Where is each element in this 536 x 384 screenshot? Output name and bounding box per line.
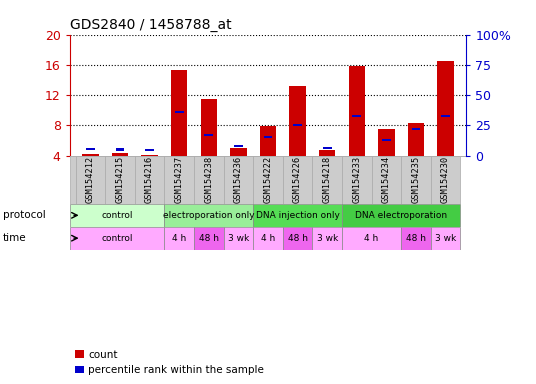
Bar — [204, 134, 213, 136]
Bar — [293, 124, 302, 126]
Bar — [200, 99, 217, 156]
Text: GSM154226: GSM154226 — [293, 156, 302, 204]
Bar — [105, 156, 135, 204]
Bar — [142, 155, 158, 156]
Bar — [165, 156, 194, 204]
Bar — [437, 61, 454, 156]
Bar — [342, 156, 371, 204]
Bar — [70, 227, 165, 250]
Bar — [352, 114, 361, 117]
Bar — [253, 156, 283, 204]
Text: DNA injection only: DNA injection only — [256, 211, 339, 220]
Bar — [171, 70, 188, 156]
Text: GDS2840 / 1458788_at: GDS2840 / 1458788_at — [70, 18, 232, 32]
Text: GSM154236: GSM154236 — [234, 156, 243, 204]
Text: GSM154222: GSM154222 — [264, 156, 272, 204]
Bar — [175, 111, 184, 113]
Bar — [378, 129, 394, 156]
Bar — [264, 136, 272, 139]
Bar — [401, 156, 431, 204]
Bar — [431, 227, 460, 250]
Text: GSM154233: GSM154233 — [352, 156, 361, 204]
Bar — [342, 204, 460, 227]
Bar — [312, 156, 342, 204]
Bar — [230, 148, 247, 156]
Bar — [441, 114, 450, 117]
Text: GSM154216: GSM154216 — [145, 156, 154, 204]
Text: GSM154230: GSM154230 — [441, 156, 450, 204]
Bar — [319, 150, 336, 156]
Text: 3 wk: 3 wk — [317, 234, 338, 243]
Text: GSM154218: GSM154218 — [323, 156, 332, 204]
Bar — [165, 227, 194, 250]
Bar — [283, 227, 312, 250]
Bar — [412, 128, 420, 130]
Bar — [323, 147, 332, 149]
Text: 48 h: 48 h — [288, 234, 308, 243]
Text: 3 wk: 3 wk — [435, 234, 456, 243]
Text: control: control — [101, 211, 133, 220]
Bar — [145, 149, 154, 151]
Bar — [224, 156, 253, 204]
Text: GSM154235: GSM154235 — [412, 156, 421, 204]
Bar — [348, 66, 365, 156]
Bar — [289, 86, 306, 156]
Bar — [112, 153, 128, 156]
Bar — [82, 154, 99, 156]
Bar — [312, 227, 342, 250]
Bar — [70, 204, 165, 227]
Bar — [194, 156, 224, 204]
Bar — [382, 139, 391, 141]
Text: time: time — [3, 233, 26, 243]
Bar — [194, 227, 224, 250]
Bar — [401, 227, 431, 250]
Legend: count, percentile rank within the sample: count, percentile rank within the sample — [75, 350, 264, 375]
Text: DNA electroporation: DNA electroporation — [355, 211, 447, 220]
Text: GSM154212: GSM154212 — [86, 156, 95, 204]
Text: 4 h: 4 h — [172, 234, 187, 243]
Bar — [86, 148, 95, 150]
Bar — [76, 156, 105, 204]
Bar — [234, 145, 243, 147]
Bar — [283, 156, 312, 204]
Text: GSM154234: GSM154234 — [382, 156, 391, 204]
Text: electroporation only: electroporation only — [163, 211, 255, 220]
Text: 4 h: 4 h — [261, 234, 275, 243]
Bar — [371, 156, 401, 204]
Text: 48 h: 48 h — [406, 234, 426, 243]
Bar — [342, 227, 401, 250]
Text: GSM154238: GSM154238 — [204, 156, 213, 204]
Text: 48 h: 48 h — [199, 234, 219, 243]
Bar — [116, 148, 124, 151]
Bar — [135, 156, 165, 204]
Bar — [260, 126, 276, 156]
Bar — [431, 156, 460, 204]
Text: 3 wk: 3 wk — [228, 234, 249, 243]
Bar — [253, 204, 342, 227]
Text: 4 h: 4 h — [364, 234, 379, 243]
Text: control: control — [101, 234, 133, 243]
Bar — [70, 156, 76, 204]
Text: GSM154215: GSM154215 — [115, 156, 124, 204]
Bar — [253, 227, 283, 250]
Bar — [224, 227, 253, 250]
Text: GSM154237: GSM154237 — [175, 156, 184, 204]
Text: protocol: protocol — [3, 210, 46, 220]
Bar — [408, 123, 424, 156]
Bar — [165, 204, 253, 227]
